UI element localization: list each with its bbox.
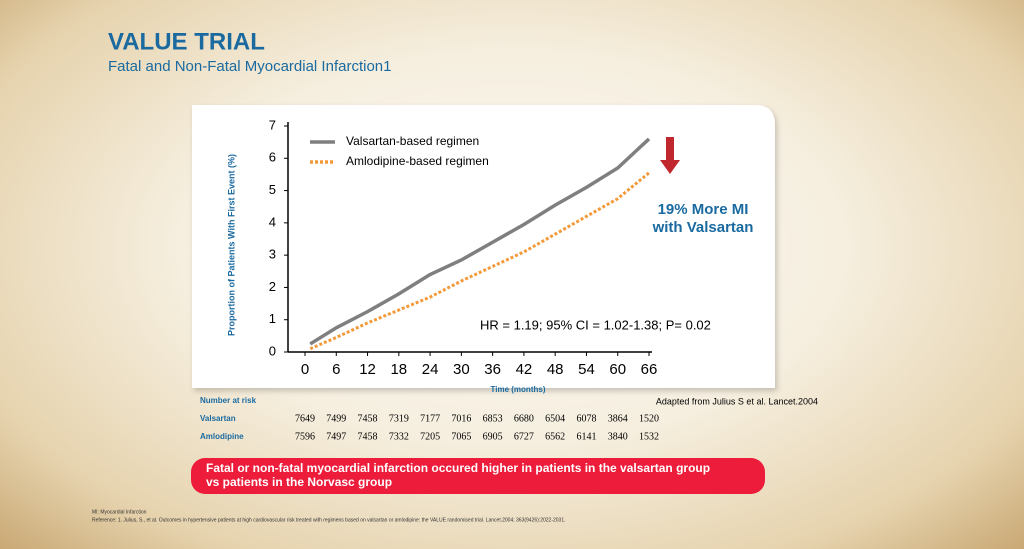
- risk-value: 1520: [639, 413, 659, 424]
- risk-value: 7177: [420, 413, 440, 424]
- risk-value: 7319: [389, 413, 409, 424]
- callout-text: Fatal or non-fatal myocardial infarction…: [206, 461, 710, 475]
- y-tick-label: 4: [269, 214, 276, 229]
- down-arrow: [660, 137, 680, 174]
- hr-text: HR = 1.19; 95% CI = 1.02-1.38; P= 0.02: [480, 317, 711, 332]
- risk-value: 6141: [576, 431, 596, 442]
- y-tick-label: 5: [269, 182, 276, 197]
- source: Adapted from Julius S et al. Lancet.2004: [656, 396, 818, 406]
- risk-value: 6504: [545, 413, 565, 424]
- x-tick-label: 18: [390, 361, 407, 378]
- risk-value: 6905: [483, 431, 503, 442]
- legend-label: Amlodipine-based regimen: [346, 154, 489, 168]
- risk-value: 6853: [483, 413, 503, 424]
- x-tick-label: 36: [484, 361, 501, 378]
- footnote: MI: Myocardial Infarction: [92, 509, 147, 515]
- callout-text: vs patients in the Norvasc group: [206, 475, 392, 489]
- risk-row-label: Amlodipine: [200, 432, 244, 441]
- risk-value: 7596: [295, 431, 315, 442]
- subtitle: Fatal and Non-Fatal Myocardial Infarctio…: [108, 58, 391, 75]
- risk-row-label: Valsartan: [200, 414, 236, 423]
- title: VALUE TRIAL: [108, 28, 265, 55]
- risk-value: 1532: [639, 431, 659, 442]
- x-tick-label: 6: [332, 361, 340, 378]
- x-tick-label: 60: [609, 361, 626, 378]
- y-tick-label: 1: [269, 311, 276, 326]
- x-tick-label: 66: [641, 361, 658, 378]
- risk-value: 7016: [451, 413, 471, 424]
- risk-value: 7065: [451, 431, 471, 442]
- risk-header: Number at risk: [200, 396, 257, 405]
- callout-box: [191, 458, 765, 494]
- risk-value: 7205: [420, 431, 440, 442]
- y-tick-label: 7: [269, 117, 276, 132]
- x-tick-label: 12: [359, 361, 376, 378]
- risk-value: 6727: [514, 431, 534, 442]
- x-tick-label: 24: [422, 361, 439, 378]
- x-tick-label: 54: [578, 361, 595, 378]
- y-axis-label: Proportion of Patients With First Event …: [226, 154, 236, 336]
- legend-label: Valsartan-based regimen: [346, 134, 479, 148]
- x-tick-label: 30: [453, 361, 470, 378]
- x-tick-label: 0: [301, 361, 309, 378]
- y-tick-label: 3: [269, 247, 276, 262]
- risk-value: 6680: [514, 413, 534, 424]
- risk-value: 3864: [608, 413, 628, 424]
- series-line: [309, 171, 650, 351]
- risk-value: 7497: [326, 431, 346, 442]
- y-tick-label: 0: [269, 343, 276, 358]
- x-axis-label: Time (months): [491, 385, 546, 394]
- risk-value: 7649: [295, 413, 315, 424]
- risk-value: 7458: [358, 413, 378, 424]
- y-tick-label: 6: [269, 150, 276, 165]
- risk-value: 3840: [608, 431, 628, 442]
- y-tick-label: 2: [269, 279, 276, 294]
- annotation: 19% More MI: [658, 201, 749, 218]
- risk-value: 7458: [358, 431, 378, 442]
- series-line: [309, 137, 651, 346]
- risk-value: 6562: [545, 431, 565, 442]
- x-tick-label: 42: [516, 361, 533, 378]
- x-tick-label: 48: [547, 361, 564, 378]
- footnote: Reference: 1. Julius, S., et al. Outcome…: [92, 517, 566, 523]
- risk-value: 6078: [576, 413, 596, 424]
- risk-value: 7499: [326, 413, 346, 424]
- annotation: with Valsartan: [652, 219, 754, 236]
- risk-value: 7332: [389, 431, 409, 442]
